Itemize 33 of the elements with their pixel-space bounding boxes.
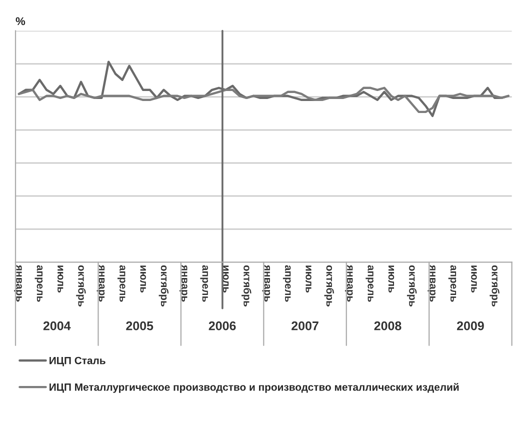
x-tick-label: январь	[262, 264, 270, 302]
x-tick-label: июль	[471, 266, 477, 293]
text: 2004	[43, 321, 71, 330]
text: 2008	[374, 321, 402, 330]
x-tick-label: апрель	[34, 265, 43, 302]
legend-label: ИЦП Сталь	[50, 356, 106, 366]
x-tick-label: апрель	[366, 265, 374, 302]
x-tick-label: апрель	[282, 265, 291, 302]
y-axis-title: %	[16, 17, 26, 26]
x-tick-label: январь	[428, 264, 436, 302]
x-tick-label: январь	[344, 264, 353, 302]
x-tick-label: июль	[222, 266, 229, 293]
x-tick-label: апрель	[118, 265, 126, 302]
x-tick-label: октябрь	[490, 265, 500, 306]
text: 2007	[292, 321, 318, 330]
text: 2006	[208, 321, 236, 330]
x-tick-label: июль	[140, 266, 146, 293]
legend-label: ИЦП Металлургическое производство и производство металлических изделий	[50, 382, 459, 393]
x-tick-label: апрель	[448, 265, 456, 302]
x-tick-label: июль	[306, 266, 312, 293]
x-tick-label: октябрь	[406, 265, 417, 306]
x-tick-label: октябрь	[158, 265, 169, 306]
x-tick-label: октябрь	[242, 265, 252, 306]
x-tick-label: октябрь	[76, 265, 86, 306]
x-tick-label: январь	[180, 264, 188, 302]
text: 2005	[126, 321, 154, 330]
x-tick-label: январь	[14, 264, 22, 302]
x-tick-label: июль	[58, 266, 64, 293]
text: 2009	[457, 321, 484, 330]
x-tick-label: октябрь	[324, 265, 334, 306]
x-tick-label: июль	[388, 266, 394, 293]
x-tick-label: январь	[96, 264, 105, 302]
x-tick-label: апрель	[200, 265, 208, 302]
